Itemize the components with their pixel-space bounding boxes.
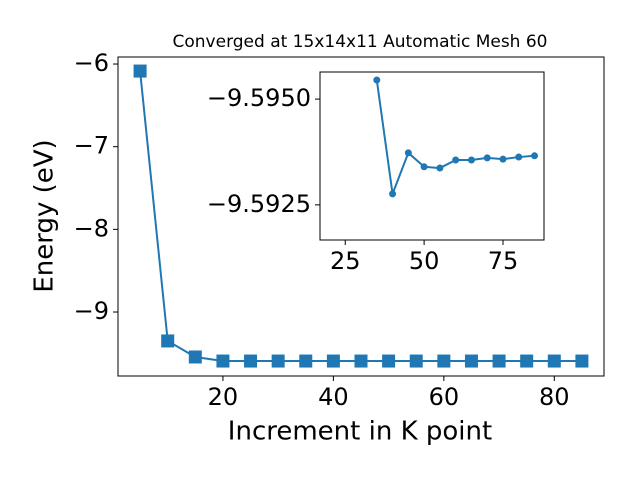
marker: [467, 156, 475, 164]
chart-title: Converged at 15x14x11 Automatic Mesh 60: [173, 32, 548, 52]
x-axis-label: Increment in K point: [228, 417, 492, 447]
series: [133, 64, 589, 368]
y-tick-label: −9.5950: [207, 84, 311, 112]
y-tick-label: −7: [74, 132, 109, 160]
marker: [515, 153, 523, 161]
y-tick-label: −8: [74, 214, 109, 242]
marker: [373, 76, 381, 84]
marker: [452, 156, 460, 164]
x-tick-label: 80: [539, 383, 570, 411]
x-tick-label: 50: [409, 247, 440, 275]
marker: [326, 354, 340, 368]
marker: [464, 354, 478, 368]
marker: [188, 350, 202, 364]
marker: [389, 190, 397, 198]
marker: [547, 354, 561, 368]
axes-frame: [117, 56, 605, 377]
marker: [244, 354, 258, 368]
plot-area: [320, 72, 544, 240]
marker: [409, 354, 423, 368]
series: [373, 76, 539, 198]
marker: [420, 163, 428, 171]
marker: [271, 354, 285, 368]
x-tick-label: 40: [318, 383, 349, 411]
x-tick-label: 60: [429, 383, 460, 411]
marker: [499, 155, 507, 163]
y-axis-label: Energy (eV): [30, 139, 60, 292]
marker: [575, 354, 589, 368]
marker: [299, 354, 313, 368]
marker: [520, 354, 534, 368]
x-tick-label: 75: [488, 247, 519, 275]
marker: [404, 149, 412, 157]
marker: [354, 354, 368, 368]
marker: [133, 64, 147, 78]
marker: [382, 354, 396, 368]
axes-frame: [319, 71, 545, 241]
marker: [436, 164, 444, 172]
marker: [437, 354, 451, 368]
x-tick-label: 25: [330, 247, 361, 275]
y-tick-label: −6: [74, 49, 109, 77]
y-tick-label: −9: [74, 297, 109, 325]
marker: [492, 354, 506, 368]
marker: [483, 154, 491, 162]
marker: [216, 354, 230, 368]
marker: [161, 334, 175, 348]
marker: [531, 152, 539, 160]
y-tick-label: −9.5925: [207, 190, 311, 218]
x-tick-label: 20: [208, 383, 239, 411]
